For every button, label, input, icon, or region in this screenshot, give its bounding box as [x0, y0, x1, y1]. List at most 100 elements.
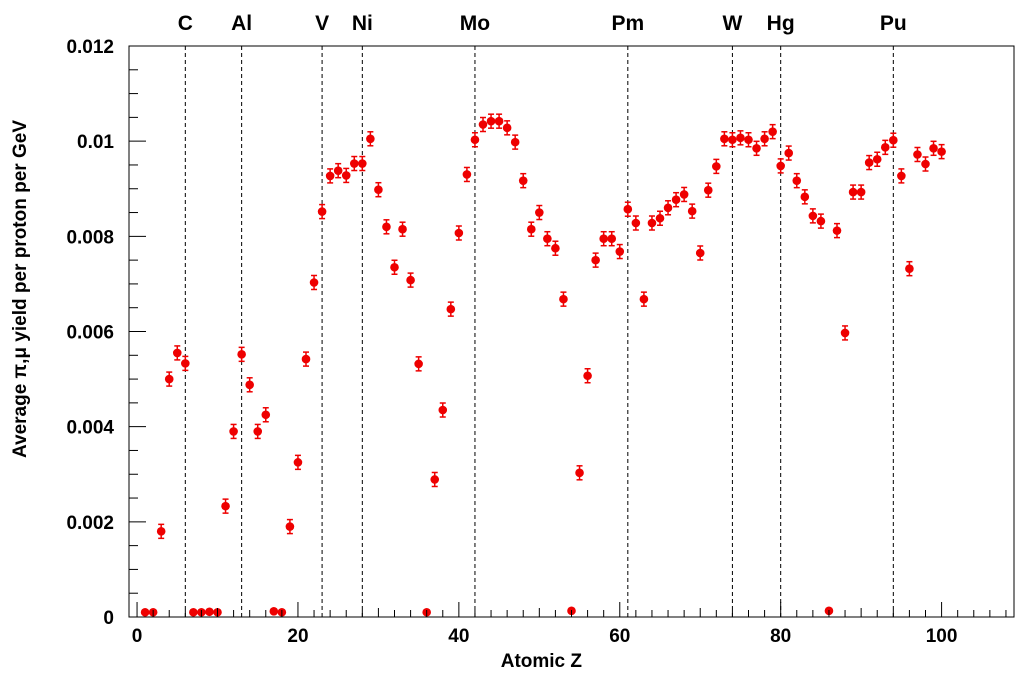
- point-marker: [301, 354, 311, 364]
- point-marker: [172, 348, 182, 358]
- point-marker: [261, 410, 271, 420]
- x-axis-ticks: 0 20 40 60 80 100: [132, 602, 1007, 647]
- x-tick-label: 100: [926, 626, 958, 647]
- data-point: [679, 186, 689, 203]
- data-point: [462, 166, 472, 183]
- data-point: [848, 184, 858, 200]
- element-label-v: V: [315, 12, 329, 35]
- data-point: [237, 346, 246, 363]
- point-marker: [639, 294, 649, 304]
- point-marker: [237, 350, 246, 359]
- point-marker: [454, 228, 464, 238]
- point-marker: [518, 176, 528, 185]
- point-marker: [872, 154, 882, 164]
- element-label-pm: Pm: [611, 12, 644, 35]
- data-point: [864, 154, 874, 171]
- point-marker: [293, 458, 303, 467]
- data-point: [663, 200, 673, 216]
- point-marker: [736, 133, 745, 143]
- y-tick-label: 0.002: [66, 513, 114, 534]
- point-marker: [285, 522, 295, 531]
- point-marker: [374, 185, 383, 195]
- point-marker: [784, 148, 794, 158]
- point-marker: [631, 218, 641, 228]
- point-marker: [623, 204, 633, 214]
- data-point: [454, 225, 464, 241]
- point-marker: [341, 171, 351, 180]
- point-marker: [752, 144, 761, 153]
- data-point: [631, 215, 641, 231]
- data-point: [172, 345, 182, 361]
- point-marker: [229, 427, 238, 436]
- point-marker: [864, 158, 874, 167]
- data-point: [728, 131, 737, 148]
- data-point: [430, 471, 440, 488]
- element-label-pu: Pu: [880, 12, 907, 35]
- point-marker: [937, 147, 946, 156]
- x-axis-title: Atomic Z: [501, 651, 583, 672]
- data-point: [486, 113, 496, 129]
- data-point: [872, 151, 882, 167]
- point-marker: [905, 264, 914, 273]
- y-tick-label: 0.004: [66, 418, 114, 439]
- point-marker: [880, 143, 890, 152]
- data-point: [269, 606, 279, 616]
- point-marker: [245, 380, 254, 390]
- x-tick-label: 60: [609, 626, 630, 647]
- point-marker: [800, 192, 810, 202]
- data-point: [140, 607, 150, 617]
- point-marker: [470, 135, 480, 145]
- point-marker: [599, 234, 608, 244]
- data-point: [317, 203, 327, 220]
- point-marker: [760, 134, 769, 144]
- point-marker: [140, 607, 150, 617]
- x-tick-label: 20: [287, 626, 308, 647]
- data-point: [880, 139, 890, 156]
- point-marker: [543, 234, 552, 244]
- point-marker: [583, 371, 592, 381]
- data-point: [623, 201, 633, 217]
- y-tick-label: 0: [103, 608, 114, 629]
- point-marker: [856, 187, 866, 197]
- point-marker: [486, 116, 496, 126]
- y-tick-label: 0.006: [66, 323, 114, 344]
- point-marker: [510, 137, 520, 147]
- data-point: [913, 146, 922, 163]
- data-point: [221, 498, 230, 514]
- point-marker: [792, 176, 802, 185]
- point-marker: [744, 135, 753, 145]
- data-point: [229, 423, 238, 440]
- point-marker: [366, 134, 375, 144]
- data-point: [712, 158, 721, 175]
- data-point: [921, 156, 930, 172]
- point-marker: [840, 328, 850, 338]
- data-point: [301, 351, 311, 367]
- data-point: [929, 140, 938, 157]
- data-point: [382, 219, 391, 235]
- point-marker: [712, 162, 721, 171]
- data-point: [905, 260, 914, 277]
- data-point: [703, 182, 713, 198]
- data-point: [406, 272, 415, 288]
- data-point: [446, 301, 456, 317]
- data-point: [897, 168, 906, 184]
- point-marker: [808, 211, 818, 221]
- data-point: [398, 221, 407, 237]
- point-marker: [897, 171, 906, 181]
- point-marker: [221, 501, 230, 511]
- point-marker: [591, 255, 600, 265]
- data-point: [358, 155, 367, 172]
- data-point: [374, 181, 383, 198]
- point-marker: [446, 304, 456, 314]
- point-marker: [317, 207, 327, 216]
- point-marker: [181, 359, 190, 368]
- point-marker: [253, 427, 263, 436]
- y-axis-ticks: 0 0.002 0.004 0.006 0.008 0.01 0.012: [66, 37, 146, 629]
- y-tick-label: 0.01: [77, 132, 114, 153]
- point-marker: [189, 607, 198, 617]
- data-point: [744, 131, 753, 148]
- data-point: [591, 252, 600, 268]
- data-point: [551, 240, 560, 256]
